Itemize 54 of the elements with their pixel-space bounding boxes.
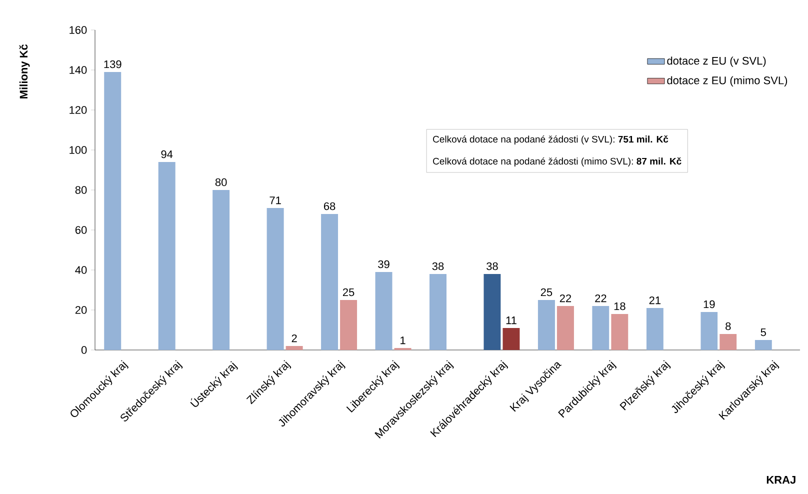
data-label: 39 <box>378 260 390 268</box>
bar <box>592 306 610 350</box>
bar <box>104 72 122 350</box>
bar <box>212 190 230 350</box>
data-label: 25 <box>342 288 354 296</box>
bar <box>321 214 338 350</box>
y-tick-label: 60 <box>75 226 87 234</box>
y-tick-label: 80 <box>75 186 87 194</box>
data-label: 68 <box>324 202 336 210</box>
bar <box>158 162 176 350</box>
bar <box>611 314 628 350</box>
bar <box>375 272 392 350</box>
bar <box>430 274 447 350</box>
data-label: 5 <box>760 328 766 336</box>
y-tick-label: 120 <box>70 106 87 114</box>
data-label: 139 <box>104 60 122 68</box>
data-label: 38 <box>432 262 444 270</box>
legend-label: dotace z EU (mimo SVL) <box>667 76 788 86</box>
data-label: 80 <box>215 178 227 186</box>
bar <box>754 340 772 350</box>
data-label: 19 <box>704 300 715 308</box>
legend-label: dotace z EU (v SVL) <box>667 56 766 67</box>
y-tick-label: 20 <box>75 306 87 314</box>
data-label: 38 <box>486 262 498 270</box>
data-label: 8 <box>726 322 731 330</box>
bar <box>720 334 737 350</box>
data-label: 11 <box>506 316 516 324</box>
y-tick-label: 40 <box>75 266 87 274</box>
data-label: 18 <box>614 302 626 310</box>
bar <box>340 300 358 350</box>
bar <box>538 300 555 350</box>
bar <box>502 328 520 350</box>
data-label: 71 <box>270 196 281 204</box>
y-tick-label: 100 <box>70 146 87 154</box>
y-tick-label: 140 <box>70 66 87 74</box>
bar <box>556 306 574 350</box>
data-label: 21 <box>649 296 661 304</box>
y-axis-title: Miliony Kč <box>19 44 30 98</box>
data-label: 2 <box>292 334 297 342</box>
bar <box>286 346 303 350</box>
bar <box>266 208 284 350</box>
y-tick-label: 160 <box>70 26 87 34</box>
data-label: 1 <box>400 336 406 344</box>
data-label: 22 <box>560 294 572 302</box>
x-axis-title: KRAJ <box>766 476 796 484</box>
data-label: 22 <box>595 294 606 302</box>
bar <box>484 274 501 350</box>
y-tick-label: 0 <box>81 346 87 354</box>
annotation: Celková dotace na podané žádosti (v SVL): 751 mil. Kč <box>433 135 668 144</box>
data-label: 94 <box>161 150 173 158</box>
data-label: 25 <box>540 288 552 296</box>
annotation: Celková dotace na podané žádosti (mimo SVL): 87 mil. Kč <box>433 157 682 166</box>
bar <box>646 308 664 350</box>
bar <box>700 312 718 350</box>
